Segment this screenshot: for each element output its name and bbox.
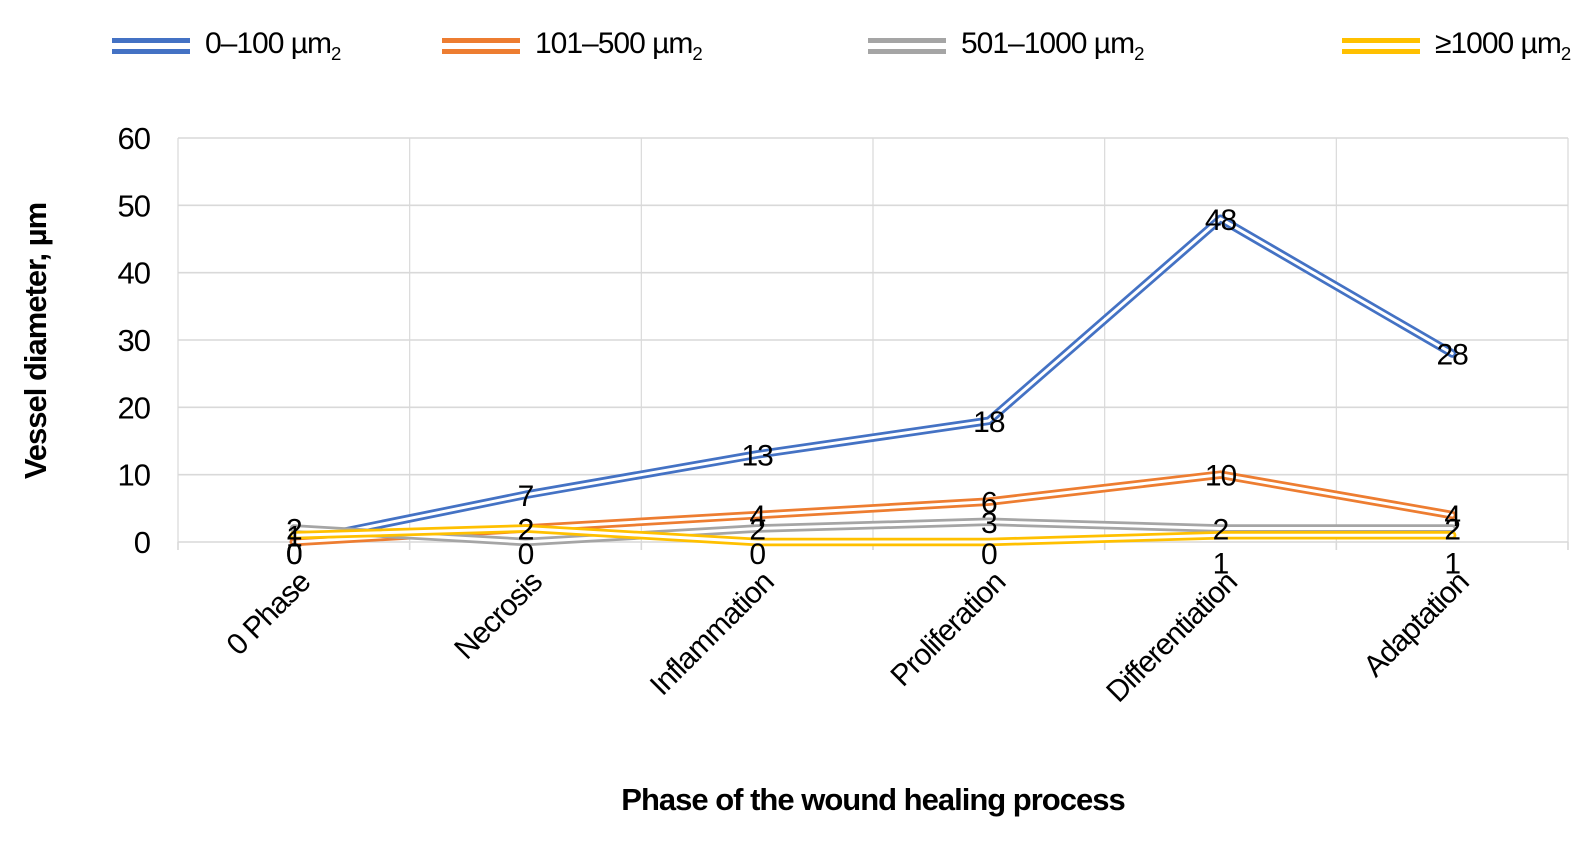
data-label-0-0: 0 [286,538,302,571]
x-axis-title: Phase of the wound healing process [621,782,1125,817]
data-label-1-1: 2 [518,514,534,547]
y-tick-label: 0 [134,525,151,560]
data-label-2-2: 2 [749,514,765,547]
y-axis-title: Vessel diameter, µm [18,202,53,480]
legend-line-swatch [1342,38,1420,54]
data-label-2-1: 0 [518,538,534,571]
data-label-3-3: 0 [981,538,997,571]
data-label-3-5: 1 [1444,547,1460,580]
y-tick-label: 50 [118,188,151,223]
legend-item-3: ≥1000 µm2 [1342,24,1571,68]
legend-line-swatch [112,38,190,54]
legend-label: 0–100 µm2 [205,27,341,64]
data-label-3-4: 1 [1213,547,1229,580]
chart-legend: 0–100 µm2 101–500 µm2 501–1000 µm2 ≥1000 µm… [0,24,1594,74]
legend-label: ≥1000 µm2 [1435,27,1571,64]
legend-item-2: 501–1000 µm2 [868,24,1144,68]
x-category-label: Necrosis [448,566,548,666]
y-tick-label: 60 [118,121,151,156]
y-tick-label: 20 [118,390,151,425]
legend-item-1: 101–500 µm2 [442,24,703,68]
y-tick-label: 30 [118,323,151,358]
x-category-label: Proliferation [884,566,1011,693]
data-label-1-2: 4 [749,500,765,533]
data-label-0-2: 13 [741,439,773,472]
data-label-0-1: 7 [518,480,534,513]
series-line-core-2 [292,520,1454,544]
data-label-1-0: 0 [286,538,302,571]
x-category-label: Adaptation [1357,566,1475,684]
data-label-2-0: 2 [286,514,302,547]
legend-label: 501–1000 µm2 [961,27,1144,64]
x-category-label: 0 Phase [221,565,317,661]
data-label-2-3: 3 [981,507,997,540]
series-line-core-0 [292,217,1454,544]
data-label-1-5: 4 [1444,500,1460,533]
legend-item-0: 0–100 µm2 [112,24,341,68]
y-tick-label: 10 [118,458,151,493]
data-label-3-0: 1 [286,520,302,553]
x-category-label: Inflammation [644,566,780,702]
data-label-1-4: 10 [1205,460,1237,493]
data-label-0-3: 18 [973,406,1005,439]
data-label-1-3: 6 [981,487,997,520]
legend-line-swatch [868,38,946,54]
data-label-0-4: 48 [1205,204,1237,237]
series-line-core-3 [292,527,1454,544]
legend-label: 101–500 µm2 [535,27,703,64]
data-label-3-1: 2 [518,514,534,547]
x-category-label: Differentiation [1100,566,1243,709]
data-label-2-4: 2 [1213,514,1229,547]
y-tick-label: 40 [118,256,151,291]
data-label-2-5: 2 [1444,514,1460,547]
data-label-0-5: 28 [1436,338,1468,371]
legend-line-swatch [442,38,520,54]
data-label-3-2: 0 [749,538,765,571]
